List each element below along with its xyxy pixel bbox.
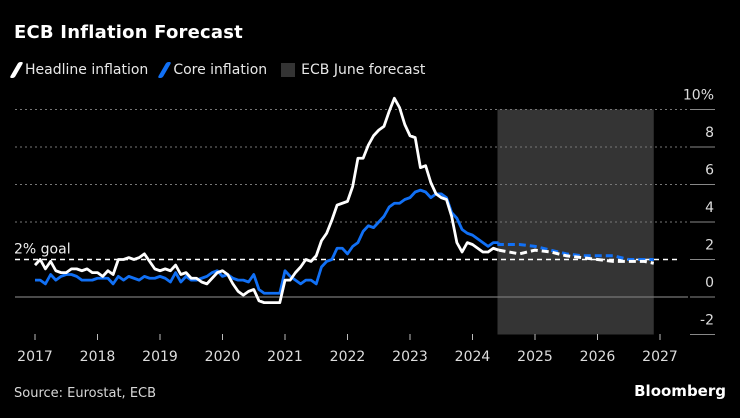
legend: Headline inflation Core inflation ECB Ju… (9, 62, 425, 78)
x-tick-label: 2023 (392, 349, 428, 365)
x-tick-label: 2025 (517, 349, 553, 365)
legend-core: Core inflation (157, 62, 268, 78)
y-tick-label: 2 (705, 238, 714, 254)
x-tick-label: 2022 (330, 349, 366, 365)
y-tick-label: 8 (705, 125, 714, 141)
x-tick-label: 2021 (267, 349, 303, 365)
bloomberg-logo: Bloomberg (634, 382, 726, 400)
legend-core-label: Core inflation (173, 62, 268, 78)
legend-forecast-label: ECB June forecast (301, 62, 426, 78)
legend-headline: Headline inflation (9, 62, 149, 78)
x-tick-label: 2019 (142, 349, 178, 365)
forecast-swatch-icon (281, 63, 296, 77)
x-tick-label: 2020 (205, 349, 241, 365)
x-tick-label: 2018 (80, 349, 116, 365)
chart-title: ECB Inflation Forecast (14, 22, 243, 43)
headline-forecast-line (498, 248, 655, 265)
y-tick-label: 6 (705, 163, 714, 179)
y-tick-label: 4 (705, 200, 714, 216)
source-note: Source: Eurostat, ECB (14, 386, 157, 401)
core-forecast-line (497, 242, 654, 261)
core-actual-line (35, 188, 499, 295)
y-tick-label: 10% (683, 88, 714, 104)
x-tick-label: 2017 (17, 349, 53, 365)
x-tick-label: 2024 (455, 349, 491, 365)
x-tick-label: 2027 (642, 349, 678, 365)
headline-actual-line (33, 96, 500, 305)
legend-forecast: ECB June forecast (281, 62, 425, 78)
legend-headline-label: Headline inflation (25, 62, 149, 78)
goal-label: 2% goal (14, 242, 71, 258)
y-tick-label: -2 (700, 313, 714, 329)
y-tick-label: 0 (705, 275, 714, 291)
x-tick-label: 2026 (580, 349, 616, 365)
